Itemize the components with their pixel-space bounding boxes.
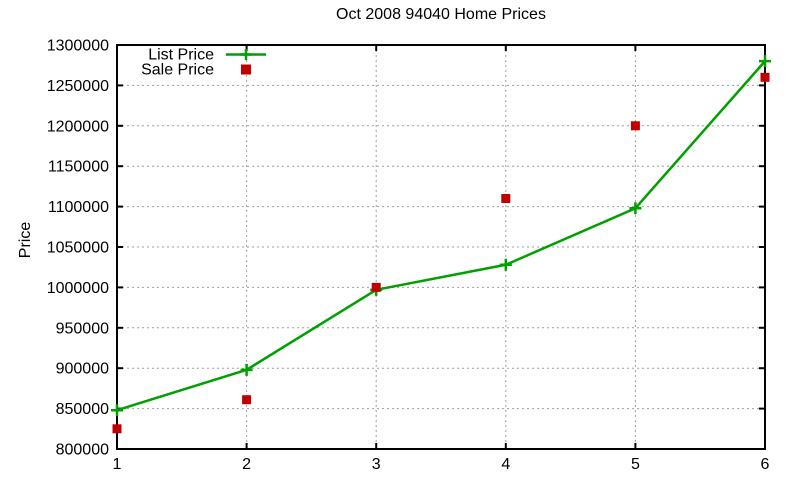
legend-label-list-price: List Price [148,47,214,64]
y-tick-label: 900000 [56,361,109,378]
legend-square-marker-icon [241,64,251,75]
x-tick-label: 2 [242,456,251,473]
y-tick-label: 1100000 [48,199,109,216]
sale-price-marker [630,121,640,131]
chart-title: Oct 2008 94040 Home Prices [336,6,546,23]
y-tick-label: 1300000 [47,38,109,55]
x-tick-label: 6 [761,456,770,473]
y-tick-label: 1050000 [47,240,109,257]
x-tick-label: 4 [501,456,510,473]
list-price-marker [111,404,123,417]
plot-area: 8000008500009000009500001000000105000011… [47,38,771,473]
y-tick-label: 800000 [56,442,109,459]
x-tick-label: 3 [372,456,381,473]
plot-border [116,44,766,450]
legend-label-sale-price: Sale Price [141,62,214,79]
x-tick-label: 5 [631,456,640,473]
list-price-marker [499,258,512,271]
y-tick-label: 1200000 [47,118,109,135]
y-tick-label: 1000000 [47,280,109,297]
list-price-marker [759,55,771,68]
sale-price-marker [501,194,511,204]
y-axis-title: Price [17,222,34,259]
y-tick-label: 1250000 [47,78,109,95]
sale-price-marker [242,395,252,405]
list-price-line [116,60,766,412]
sale-price-marker [112,424,122,434]
list-price-marker [240,363,253,376]
sale-price-marker [371,282,381,292]
legend-plus-marker-icon [240,49,252,60]
list-price-marker [629,202,642,215]
y-tick-label: 850000 [56,401,109,418]
y-tick-label: 1150000 [48,159,109,176]
y-tick-label: 950000 [56,320,109,337]
legend: List Price Sale Price [141,47,266,79]
sale-price-marker [760,72,770,82]
x-tick-label: 1 [113,456,122,473]
